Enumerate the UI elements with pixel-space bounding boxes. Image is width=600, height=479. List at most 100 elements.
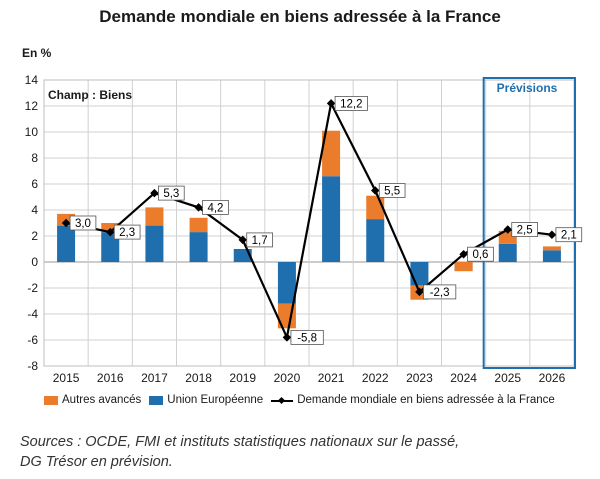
legend-item-ue: Union Européenne: [149, 394, 263, 406]
bar-ue-2020: [277, 262, 296, 304]
bar-autres-2024: [454, 262, 473, 272]
bar-ue-2025: [498, 243, 517, 262]
bar-ue-2016: [101, 232, 120, 262]
data-label-text: 5,5: [384, 186, 400, 198]
line-marker-2018: [194, 203, 203, 212]
line-marker-2026: [547, 230, 557, 239]
bar-ue-2018: [189, 232, 208, 262]
y-tick-label: -8: [27, 359, 38, 373]
line-marker-2025: [503, 225, 512, 234]
data-label-box: [202, 199, 229, 215]
data-label-text: -2,3: [430, 287, 450, 299]
legend: Autres avancés Union Européenne Demande …: [44, 394, 563, 406]
data-label-2022: 5,5: [378, 183, 406, 198]
x-tick-label: 2019: [229, 371, 256, 385]
data-label-text: 2,1: [561, 230, 577, 242]
forecast-label: Prévisions: [496, 81, 558, 95]
data-label-text: 3,0: [75, 218, 91, 230]
legend-item-autres: Autres avancés: [44, 394, 141, 406]
data-label-2020: -5,8: [290, 329, 324, 345]
data-label-2019: 1,7: [246, 232, 273, 248]
data-label-text: 2,3: [119, 227, 135, 239]
data-label-box: [511, 222, 538, 237]
bar-autres-2016: [101, 223, 120, 233]
y-tick-label: -4: [27, 307, 38, 321]
legend-swatch-line: [271, 396, 294, 405]
x-tick-label: 2025: [494, 371, 521, 385]
source-line-1: Sources : OCDE, FMI et instituts statist…: [20, 434, 460, 450]
line-marker-2016: [106, 227, 115, 237]
y-tick-label: 14: [25, 73, 39, 87]
y-tick-label: 2: [31, 229, 38, 243]
x-tick-label: 2018: [185, 371, 212, 385]
chart-title: Demande mondiale en biens adressée à la …: [99, 7, 501, 26]
x-tick-label: 2022: [362, 371, 389, 385]
data-label-2021: 12,2: [334, 96, 368, 111]
x-tick-label: 2015: [53, 371, 80, 385]
data-label-text: 12,2: [340, 98, 362, 110]
data-label-text: 4,2: [207, 202, 223, 214]
data-label-2025: 2,5: [511, 222, 538, 237]
line-marker-2022: [371, 186, 380, 195]
x-tick-label: 2026: [539, 371, 566, 385]
source-line-2: DG Trésor en prévision.: [20, 454, 173, 470]
scope-label: Champ : Biens: [48, 88, 133, 102]
y-tick-label: 4: [31, 203, 38, 217]
data-label-text: 5,3: [163, 188, 179, 200]
line-marker-2020: [282, 333, 292, 342]
legend-label-ue: Union Européenne: [167, 394, 264, 406]
x-tick-label: 2021: [318, 371, 345, 385]
legend-label-autres: Autres avancés: [62, 394, 142, 406]
bar-ue-2022: [366, 219, 385, 262]
data-label-2026: 2,1: [555, 227, 583, 243]
bar-autres-2018: [189, 217, 208, 233]
forecast-box: [482, 77, 576, 369]
line-marker-2017: [150, 188, 159, 198]
x-tick-label: 2016: [97, 371, 124, 385]
y-axis-unit: En %: [22, 46, 52, 60]
data-label-text: -5,8: [297, 332, 317, 344]
y-tick-label: 0: [31, 255, 38, 269]
line-marker-2023: [415, 287, 424, 297]
data-label-box: [334, 96, 368, 111]
data-label-2017: 5,3: [158, 185, 185, 201]
y-tick-label: -6: [27, 333, 38, 347]
line-marker-2024: [459, 249, 468, 259]
data-label-2024: 0,6: [467, 246, 494, 262]
data-label-2023: -2,3: [423, 284, 457, 300]
bar-ue-2026: [542, 250, 561, 262]
y-tick-label: -2: [27, 281, 38, 295]
y-tick-label: 10: [25, 125, 39, 139]
y-tick-label: 12: [25, 99, 39, 113]
bar-autres-2017: [145, 207, 164, 226]
data-label-text: 0,6: [472, 249, 488, 261]
x-tick-label: 2024: [450, 371, 477, 385]
data-label-box: [467, 246, 494, 262]
x-tick-label: 2023: [406, 371, 433, 385]
data-label-box: [555, 227, 583, 243]
source-note: Sources : OCDE, FMI et instituts statist…: [20, 432, 459, 472]
data-label-2015: 3,0: [69, 215, 97, 231]
x-tick-label: 2017: [141, 371, 168, 385]
data-label-2018: 4,2: [202, 199, 229, 215]
bar-autres-2026: [542, 246, 561, 251]
data-label-box: [378, 183, 406, 198]
data-label-text: 1,7: [252, 235, 268, 247]
legend-swatch-autres: [44, 395, 58, 405]
line-marker-2021: [326, 99, 336, 108]
data-label-box: [290, 329, 324, 345]
bar-ue-2021: [322, 176, 341, 262]
bar-autres-2021: [322, 130, 341, 177]
line-marker-2015: [61, 218, 71, 228]
bar-ue-2023: [410, 262, 429, 286]
legend-swatch-ue: [149, 395, 164, 405]
data-label-box: [423, 284, 457, 300]
data-label-box: [113, 224, 141, 240]
legend-item-line: Demande mondiale en biens adressée à la …: [271, 394, 555, 406]
bar-ue-2017: [145, 225, 164, 262]
y-tick-label: 6: [31, 177, 38, 191]
x-tick-label: 2020: [274, 371, 301, 385]
line-marker-2019: [238, 235, 247, 245]
data-label-box: [246, 232, 273, 248]
